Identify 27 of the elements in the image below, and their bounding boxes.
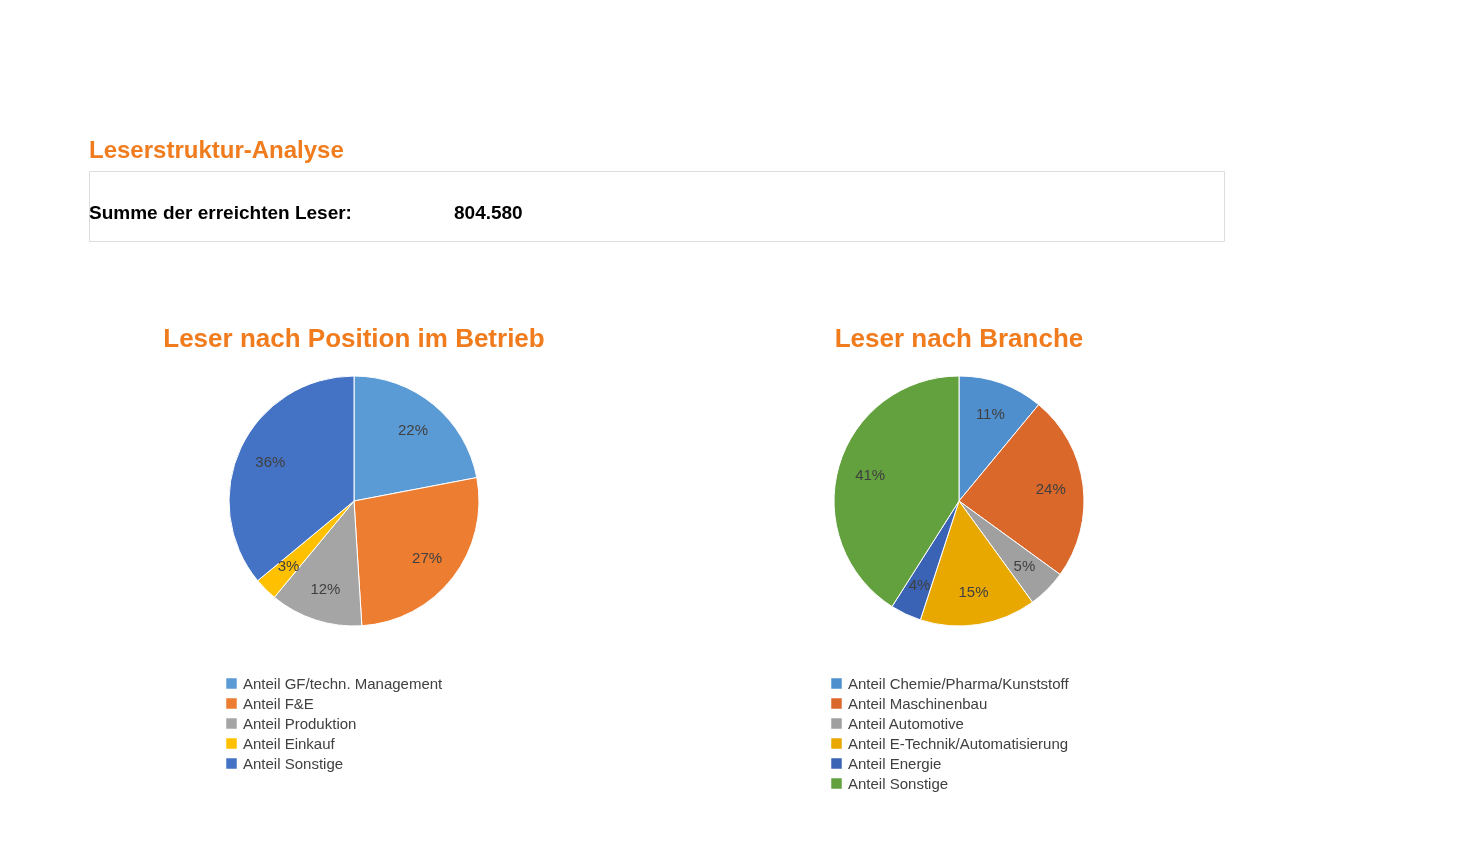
data-label: 3%: [277, 557, 300, 575]
data-label: 4%: [908, 575, 931, 593]
data-label: 11%: [975, 404, 1005, 422]
legend-label: Anteil Chemie/Pharma/Kunststoff: [848, 674, 1070, 692]
data-label: 27%: [412, 548, 443, 566]
data-label: 36%: [255, 452, 286, 470]
data-label: 5%: [1013, 557, 1036, 575]
legend-label: Anteil Sonstige: [848, 774, 949, 792]
legend-label: Anteil F&E: [243, 694, 314, 712]
data-label: 24%: [1035, 480, 1066, 498]
text: Summe der erreichten Leser:: [89, 202, 352, 223]
legend-label: Anteil E-Technik/Automatisierung: [848, 734, 1069, 752]
legend-label: Anteil Sonstige: [243, 754, 344, 772]
legend-label: Anteil Einkauf: [243, 734, 336, 752]
legend-label: Anteil Maschinenbau: [848, 694, 988, 712]
data-label: 15%: [958, 583, 989, 601]
chart-title: Leser nach Position im Betrieb: [163, 323, 545, 353]
text: Leserstruktur-Analyse: [89, 136, 344, 163]
data-label: 12%: [310, 579, 341, 597]
chart-title: Leser nach Branche: [834, 323, 1084, 353]
legend-label: Anteil GF/techn. Management: [243, 674, 444, 692]
legend-label: Anteil Automotive: [848, 714, 964, 732]
legend-label: Anteil Energie: [848, 754, 942, 772]
text: 804.580: [454, 202, 523, 223]
data-label: 41%: [855, 466, 886, 484]
legend-label: Anteil Produktion: [243, 714, 357, 732]
data-label: 22%: [397, 420, 428, 438]
